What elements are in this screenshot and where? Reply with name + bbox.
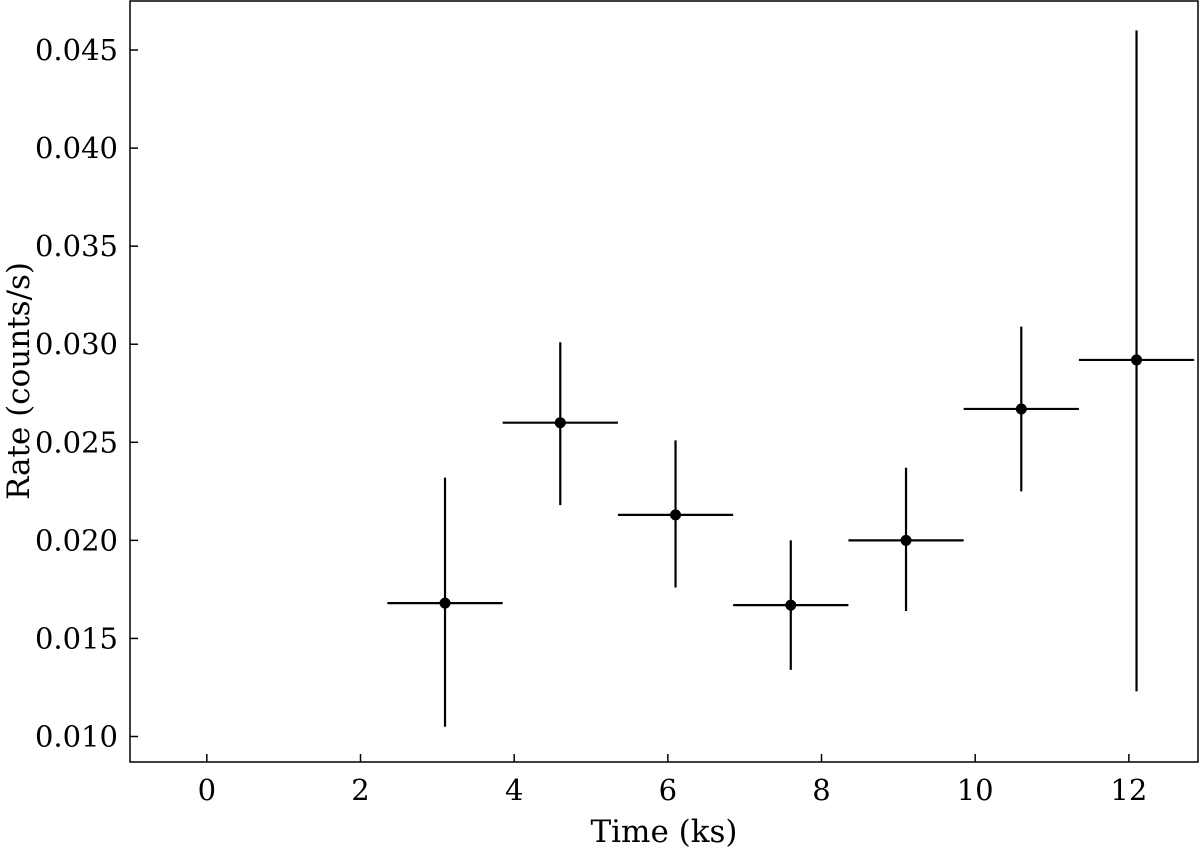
data-point (439, 597, 451, 609)
plot-frame (129, 0, 1199, 763)
y-tick-label: 0.040 (35, 131, 118, 165)
x-tick-label: 0 (198, 773, 216, 807)
y-tick-label: 0.035 (35, 229, 118, 263)
y-tick-label: 0.010 (35, 720, 118, 754)
y-tick-label: 0.025 (35, 425, 118, 459)
y-tick-label: 0.045 (35, 33, 118, 67)
data-point (785, 599, 797, 611)
y-axis-label: Rate (counts/s) (1, 262, 37, 500)
x-tick-label: 2 (351, 773, 369, 807)
x-axis-label: Time (ks) (590, 814, 737, 850)
data-point (554, 417, 566, 429)
x-axis: 0 2 4 6 8 10 12 (198, 754, 1147, 807)
x-tick-label: 10 (957, 773, 994, 807)
y-tick-label: 0.020 (35, 523, 118, 557)
data-point (1015, 403, 1027, 415)
y-tick-label: 0.030 (35, 327, 118, 361)
x-tick-label: 12 (1110, 773, 1147, 807)
data-point (670, 509, 682, 521)
y-axis: 0.010 0.015 0.020 0.025 0.030 0.035 0.040 0.045 (35, 33, 138, 754)
x-tick-label: 8 (812, 773, 830, 807)
data-series (387, 30, 1195, 727)
data-point (1131, 354, 1143, 366)
data-point (900, 534, 912, 546)
x-tick-label: 6 (659, 773, 677, 807)
x-tick-label: 4 (505, 773, 523, 807)
y-tick-label: 0.015 (35, 621, 118, 655)
